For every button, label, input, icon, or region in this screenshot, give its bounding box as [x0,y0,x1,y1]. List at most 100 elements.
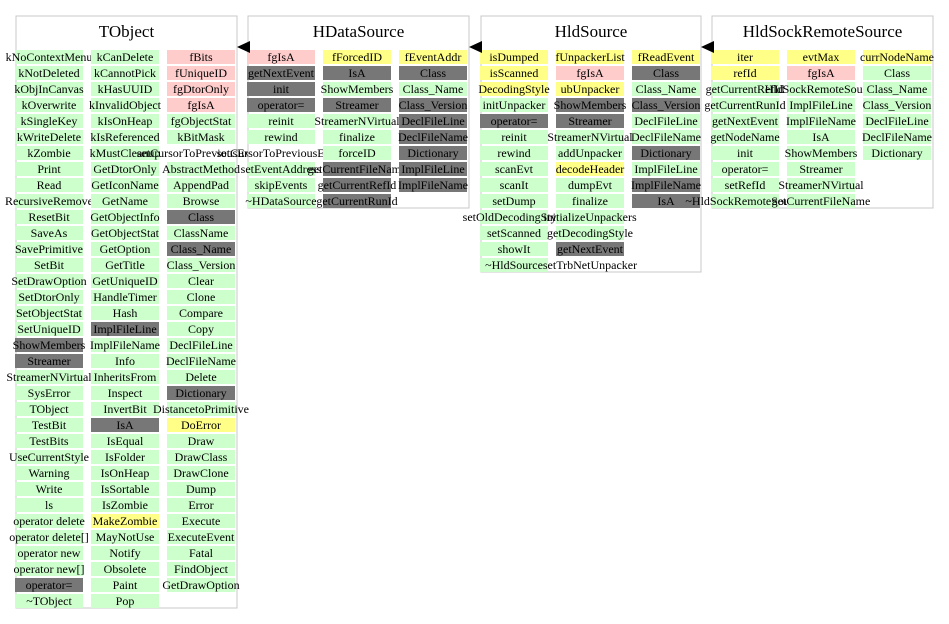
member-public[interactable]: ~HldSockRemoteSource [685,194,804,208]
member-public[interactable]: DeclFileLine [169,338,232,352]
member-protected[interactable]: fgIsA [807,66,835,80]
member-public[interactable]: DeclFileLine [865,114,928,128]
member-private[interactable]: isScanned [490,66,539,80]
member-public[interactable]: Print [37,162,61,176]
member-public[interactable]: Streamer [799,162,842,176]
member-public[interactable]: DeclFileName [862,130,932,144]
member-public[interactable]: kInvalidObject [89,98,162,112]
member-public[interactable]: StreamerNVirtual [314,114,400,128]
member-public[interactable]: SetBit [34,258,65,272]
member-public[interactable]: ~HldSource [485,258,543,272]
member-public[interactable]: DeclFileLine [634,114,697,128]
member-public[interactable]: reinit [268,114,294,128]
member-public[interactable]: operator new[] [14,562,85,576]
member-public[interactable]: Pop [116,594,135,608]
member-inherited[interactable]: operator= [258,98,305,112]
member-public[interactable]: Paint [113,578,138,592]
member-public[interactable]: kHasUUID [98,82,153,96]
member-public[interactable]: scanIt [500,178,529,192]
member-public[interactable]: Compare [179,306,223,320]
member-inherited[interactable]: Streamer [27,354,70,368]
member-public[interactable]: kCannotPick [94,66,156,80]
member-public[interactable]: Delete [185,370,216,384]
member-public[interactable]: TestBits [29,434,68,448]
member-public[interactable]: showIt [498,242,531,256]
member-public[interactable]: Dictionary [871,146,922,160]
member-public[interactable]: Inspect [108,386,143,400]
member-protected[interactable]: fgIsA [187,98,215,112]
member-public[interactable]: SavePrimitive [15,242,83,256]
member-public[interactable]: StreamerNVirtual [778,178,864,192]
member-inherited[interactable]: getCurrentFileName [308,162,407,176]
member-protected[interactable]: fBits [189,50,213,64]
member-public[interactable]: initUnpacker [483,98,546,112]
member-public[interactable]: operator delete [13,514,85,528]
member-public[interactable]: Class_Name [403,82,464,96]
member-public[interactable]: RecursiveRemove [5,194,93,208]
member-inherited[interactable]: getNextEvent [557,242,624,256]
member-public[interactable]: IsSortable [101,482,150,496]
member-public[interactable]: Hash [113,306,138,320]
member-public[interactable]: kSingleKey [21,114,78,128]
member-public[interactable]: InvertBit [103,402,147,416]
member-public[interactable]: kWriteDelete [17,130,81,144]
member-public[interactable]: DrawClone [173,466,228,480]
member-public[interactable]: Read [37,178,62,192]
member-plain[interactable]: setCursorToPreviousEvent [137,146,266,160]
member-public[interactable]: ~TObject [26,594,72,608]
member-plain[interactable]: setTrbNetUnpacker [543,258,637,272]
member-inherited[interactable]: ImplFileName [631,178,701,192]
class-title[interactable]: HDataSource [313,22,405,41]
member-inherited[interactable]: Class [420,66,446,80]
member-public[interactable]: operator new [18,546,81,560]
member-public[interactable]: dumpEvt [568,178,613,192]
member-public[interactable]: AbstractMethod [162,162,240,176]
member-inherited[interactable]: Class_Version [632,98,701,112]
member-inherited[interactable]: Dictionary [640,146,691,160]
member-public[interactable]: getCurrentRefId [706,82,785,96]
member-public[interactable]: ls [45,498,53,512]
member-public[interactable]: FindObject [174,562,229,576]
member-public[interactable]: Copy [188,322,214,336]
member-inherited[interactable]: Dictionary [175,386,226,400]
member-public[interactable]: scanEvt [495,162,534,176]
member-public[interactable]: GetDrawOption [162,578,239,592]
member-protected[interactable]: fUniqueID [175,66,227,80]
member-public[interactable]: setDump [492,194,535,208]
member-public[interactable]: kIsOnHeap [98,114,153,128]
member-public[interactable]: kOverwrite [22,98,77,112]
member-public[interactable]: Write [36,482,63,496]
member-inherited[interactable]: IsA [116,418,134,432]
member-private[interactable]: decodeHeader [556,162,625,176]
member-private[interactable]: fEventAddr [405,50,462,64]
member-private[interactable]: refId [733,66,756,80]
member-public[interactable]: ShowMembers [321,82,394,96]
member-public[interactable]: HandleTimer [93,290,157,304]
member-public[interactable]: ResetBit [28,210,70,224]
member-inherited[interactable]: ImplFileLine [401,162,464,176]
member-public[interactable]: GetDtorOnly [93,162,156,176]
member-public[interactable]: ImplFileLine [634,162,697,176]
member-public[interactable]: GetTitle [105,258,145,272]
member-public[interactable]: kNoContextMenu [6,50,93,64]
member-inherited[interactable]: init [273,82,290,96]
member-public[interactable]: HldSockRemoteSource [765,82,878,96]
member-public[interactable]: addUnpacker [558,146,622,160]
member-public[interactable]: GetObjectStat [91,226,160,240]
member-public[interactable]: kZombie [27,146,70,160]
member-inherited[interactable]: Streamer [335,98,378,112]
member-public[interactable]: DeclFileName [631,130,701,144]
member-inherited[interactable]: Dictionary [407,146,458,160]
member-public[interactable]: kIsReferenced [90,130,159,144]
member-public[interactable]: Class [884,66,910,80]
member-public[interactable]: Clone [187,290,216,304]
member-inherited[interactable]: ShowMembers [554,98,627,112]
member-public[interactable]: GetOption [100,242,151,256]
member-public[interactable]: TObject [29,402,69,416]
member-public[interactable]: SetObjectStat [16,306,83,320]
member-public[interactable]: ImplFileLine [789,98,852,112]
member-public[interactable]: ClassName [174,226,229,240]
member-inherited[interactable]: IsA [348,66,366,80]
member-private[interactable]: DecodingStyle [478,82,549,96]
member-public[interactable]: setScanned [487,226,541,240]
